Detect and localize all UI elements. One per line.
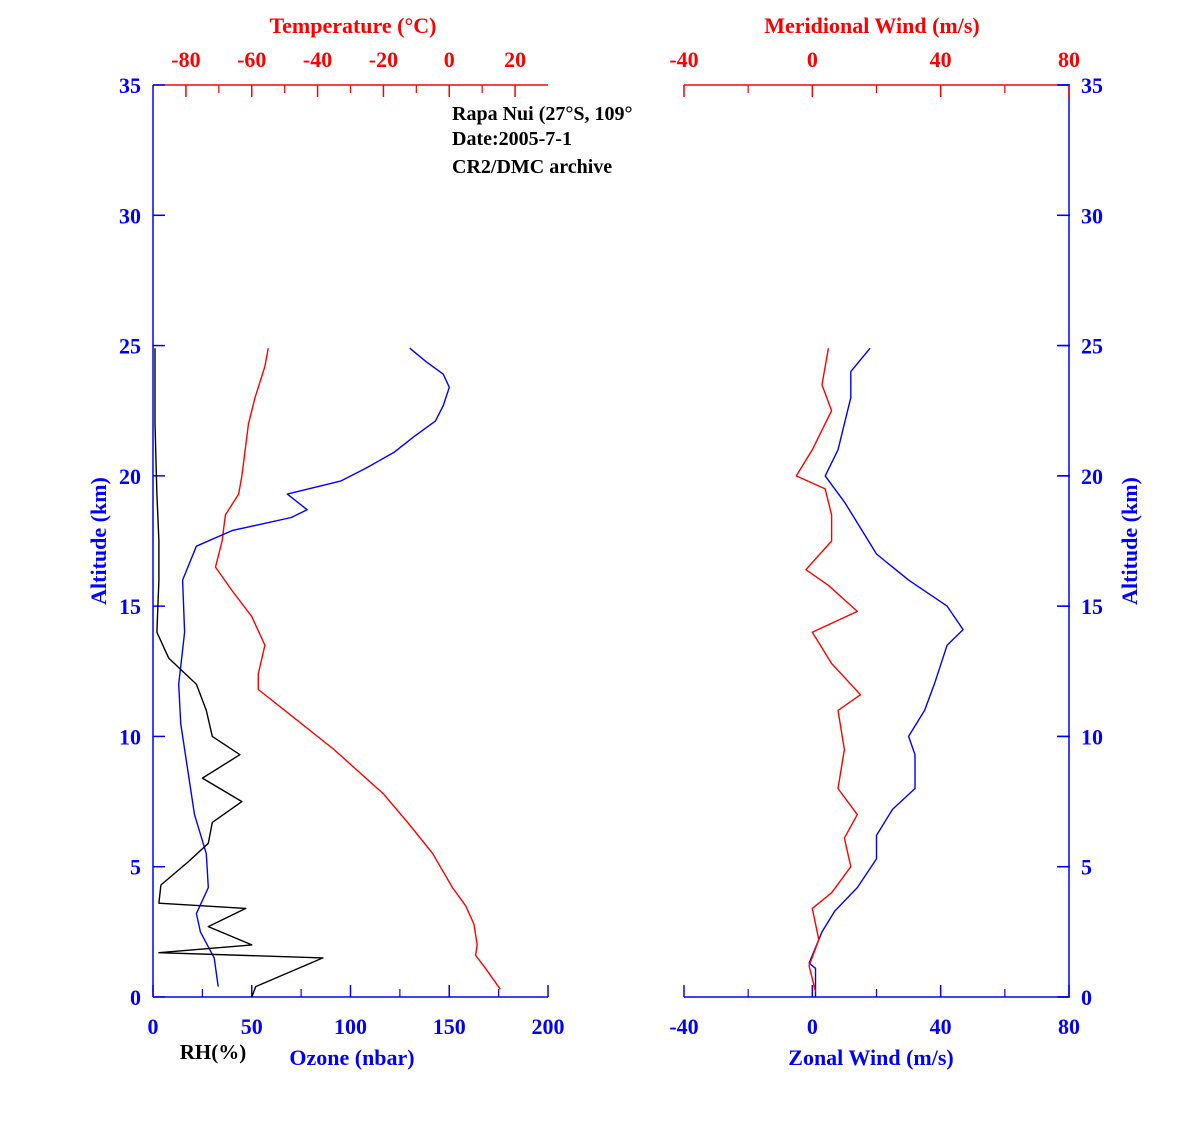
left-y-tick-label: 25 <box>119 334 141 359</box>
left-panel: 0 5 10 15 20 25 30 35 0 50 100 150 200 -80 -60 -40 -20 0 2… <box>86 13 632 1070</box>
right-panel: 0 5 10 15 20 25 30 35 -40 0 40 80 -40 0 40 80 Meridiona… <box>669 13 1142 1070</box>
left-top-tick-label: -80 <box>171 47 200 72</box>
left-y-tick-label: 10 <box>119 724 141 749</box>
right-bottom-tick-label: 0 <box>807 1014 818 1039</box>
left-bottom-tick-label: 150 <box>433 1014 466 1039</box>
left-top-tick-label: 0 <box>444 47 455 72</box>
zonal-wind-line <box>808 347 964 997</box>
annotation-station: Rapa Nui (27°S, 109° <box>452 103 632 125</box>
right-y-tick-label: 10 <box>1081 724 1103 749</box>
right-bottom-tick-label: 40 <box>930 1014 952 1039</box>
ozone-line <box>177 347 450 987</box>
right-bottom-axis-label: Zonal Wind (m/s) <box>788 1045 953 1070</box>
left-y-tick-label: 35 <box>119 73 141 98</box>
right-y-tick-label: 5 <box>1081 855 1092 880</box>
rh-axis-label: RH(%) <box>180 1040 247 1064</box>
left-top-tick-label: -20 <box>369 47 398 72</box>
rh-line <box>154 348 324 998</box>
right-top-tick-label: 80 <box>1058 47 1080 72</box>
left-y-tick-label: 15 <box>119 594 141 619</box>
left-y-tick-label: 20 <box>119 464 141 489</box>
right-top-tick-label: 40 <box>930 47 952 72</box>
left-top-axis-label: Temperature (°C) <box>269 13 436 38</box>
left-y-tick-label: 0 <box>130 985 141 1010</box>
left-bottom-axis-label: Ozone (nbar) <box>289 1045 414 1070</box>
left-bottom-tick-label: 200 <box>532 1014 565 1039</box>
right-y-tick-label: 20 <box>1081 464 1103 489</box>
left-y-tick-label: 30 <box>119 203 141 228</box>
temperature-line <box>214 348 501 990</box>
right-bottom-tick-label: -40 <box>669 1014 698 1039</box>
meridional-wind-line <box>795 348 862 992</box>
left-top-tick-label: 20 <box>504 47 526 72</box>
annotation-archive: CR2/DMC archive <box>452 156 612 178</box>
right-y-tick-label: 15 <box>1081 594 1103 619</box>
left-bottom-tick-label: 100 <box>334 1014 367 1039</box>
right-y-tick-label: 25 <box>1081 334 1103 359</box>
right-top-tick-label: -40 <box>669 47 698 72</box>
left-top-tick-label: -40 <box>303 47 332 72</box>
right-bottom-tick-label: 80 <box>1058 1014 1080 1039</box>
left-bottom-tick-label: 50 <box>241 1014 263 1039</box>
right-altitude-axis-label: Altitude (km) <box>1117 477 1142 605</box>
right-top-tick-label: 0 <box>807 47 818 72</box>
left-top-tick-label: -60 <box>237 47 266 72</box>
left-altitude-axis-label: Altitude (km) <box>86 477 111 605</box>
right-y-tick-label: 35 <box>1081 73 1103 98</box>
right-y-tick-label: 0 <box>1081 985 1092 1010</box>
left-y-tick-label: 5 <box>130 855 141 880</box>
right-y-tick-label: 30 <box>1081 203 1103 228</box>
right-top-axis-label: Meridional Wind (m/s) <box>764 13 980 38</box>
left-bottom-tick-label: 0 <box>148 1014 159 1039</box>
annotation-date: Date:2005-7-1 <box>452 128 572 150</box>
